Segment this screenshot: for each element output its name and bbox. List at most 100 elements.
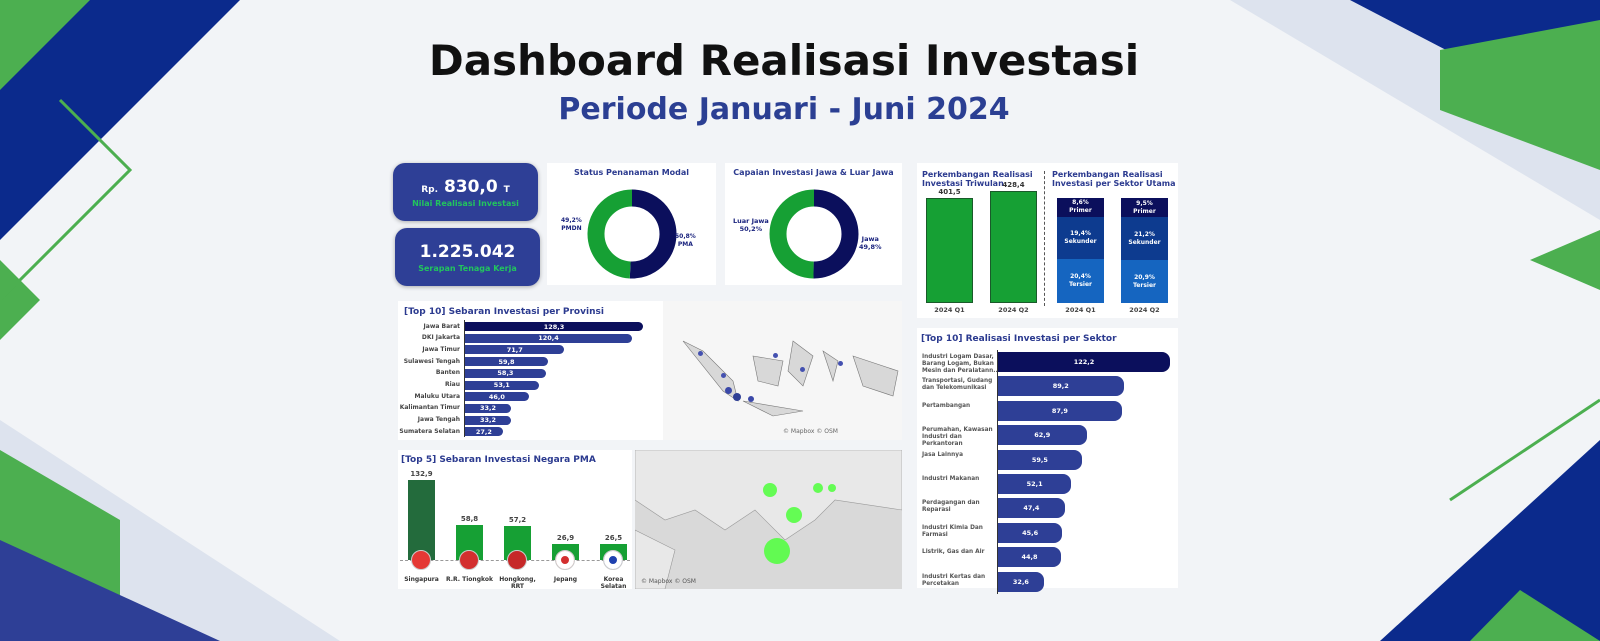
series-label: Tersier [1133, 281, 1156, 289]
sector-panel: [Top 10] Realisasi Investasi per Sektor … [917, 328, 1178, 594]
kpi-label: Serapan Tenaga Kerja [418, 264, 517, 273]
bar[interactable]: 44,8 [998, 547, 1062, 568]
bar[interactable]: 59,8 [465, 357, 548, 367]
category-label: Maluku Utara [414, 392, 461, 400]
map-point[interactable] [725, 387, 732, 394]
bar[interactable] [408, 480, 435, 560]
data-label: 52,1 [1026, 480, 1043, 488]
category-label: Industri Makanan [922, 476, 980, 482]
bar[interactable]: 71,7 [465, 345, 565, 355]
tick-label: 2024 Q2 [1129, 306, 1160, 314]
map-point[interactable] [800, 367, 805, 372]
data-label: 120,4 [538, 334, 559, 343]
bar[interactable]: 122,2 [998, 352, 1170, 372]
tick-label: 2024 Q1 [1065, 306, 1096, 314]
bar[interactable]: 59,5 [998, 449, 1082, 470]
bar[interactable]: 58,3 [465, 368, 546, 378]
flag-icon [411, 550, 431, 570]
data-label: 57,2 [508, 515, 527, 524]
category-label: Jasa Lainnya [922, 451, 963, 458]
stacked-bar-tersier[interactable]: 20,4% Tersier [1057, 258, 1104, 303]
map-point[interactable] [748, 396, 754, 402]
kpi-label: Nilai Realisasi Investasi [412, 199, 519, 208]
panel-title: Status Penanaman Modal [573, 168, 690, 177]
donut-slice-luar-jawa[interactable] [813, 189, 859, 279]
stacked-bar-sekunder[interactable]: 19,4% Sekunder [1057, 216, 1104, 259]
stacked-bar-primer[interactable]: 8,6% Primer [1057, 198, 1104, 217]
data-label: 21,2% [1134, 230, 1155, 238]
tick-label: Hongkong, RRT [499, 576, 536, 590]
donut-jawa-panel: Capaian Investasi Jawa & Luar Jawa Luar … [725, 163, 902, 285]
data-label: 8,6% [1072, 199, 1089, 207]
flag-icon [555, 550, 575, 570]
map-point[interactable] [763, 483, 777, 497]
data-label: 59,5 [1031, 455, 1048, 464]
slice-pct: 50,8% [675, 233, 696, 240]
bar[interactable]: 32,6 [998, 571, 1044, 592]
data-label: 87,9 [1051, 406, 1068, 415]
kpi-prefix: Rp. [421, 185, 439, 195]
data-label: 428,4 [1002, 181, 1025, 190]
map-point[interactable] [698, 351, 703, 356]
bar[interactable]: 33,2 [465, 415, 512, 425]
bar[interactable] [990, 191, 1037, 303]
bar[interactable]: 128,3 [465, 322, 643, 331]
data-label: 58,8 [460, 514, 479, 523]
data-label: 26,9 [556, 533, 575, 542]
stacked-bar-tersier[interactable]: 20,9% Tersier [1121, 260, 1168, 303]
world-map[interactable]: © Mapbox © OSM [635, 450, 902, 589]
map-point[interactable] [721, 373, 726, 378]
map-attribution: © Mapbox © OSM [641, 578, 696, 585]
divider [1044, 171, 1045, 306]
donut-slice-pmdn[interactable] [587, 189, 633, 279]
map-point[interactable] [813, 483, 823, 493]
slice-pct: 49,8% [859, 243, 882, 251]
bar[interactable]: 87,9 [998, 400, 1122, 421]
chart-title: [Top 5] Sebaran Investasi Negara PMA [401, 455, 596, 465]
category-label: Pertambangan [922, 402, 971, 409]
bar[interactable]: 89,2 [998, 376, 1124, 397]
slice-name: PMDN [561, 225, 582, 232]
slice-name: Jawa [861, 235, 879, 243]
stacked-bar-primer[interactable]: 9,5% Primer [1121, 198, 1168, 218]
data-label: 9,5% [1136, 199, 1153, 207]
data-label: 32,6 [1012, 577, 1029, 586]
data-label: 46,0 [488, 392, 505, 401]
bar[interactable]: 52,1 [998, 474, 1072, 494]
map-attribution: © Mapbox © OSM [783, 428, 838, 435]
stacked-bar-sekunder[interactable]: 21,2% Sekunder [1121, 217, 1168, 261]
category-label: Jawa Barat [423, 322, 460, 330]
category-label: Sulawesi Tengah [403, 357, 460, 365]
data-label: 26,5 [604, 534, 623, 543]
indonesia-map[interactable]: © Mapbox © OSM [663, 301, 902, 440]
donut-slice-jawa[interactable] [769, 189, 815, 279]
map-point[interactable] [733, 393, 741, 401]
bar[interactable]: 33,2 [465, 403, 512, 413]
map-point[interactable] [773, 353, 778, 358]
category-label: Industri Logam Dasar, Barang Logam, Buka… [922, 354, 998, 374]
map-point[interactable] [838, 361, 843, 366]
data-label: 71,7 [506, 345, 523, 354]
bar[interactable]: 53,1 [465, 380, 539, 390]
chart-title: Perkembangan Realisasi Investasi per Sek… [1052, 170, 1176, 188]
bar[interactable] [926, 198, 973, 303]
bar[interactable]: 120,4 [465, 333, 633, 343]
quarterly-panel: Perkembangan Realisasi Investasi Triwula… [917, 163, 1178, 318]
map-point[interactable] [786, 507, 802, 523]
map-point[interactable] [828, 484, 836, 492]
panel-title: Capaian Investasi Jawa & Luar Jawa [733, 168, 894, 177]
bar[interactable]: 47,4 [998, 498, 1065, 519]
data-label: 27,2 [475, 427, 492, 436]
donut-slice-pma[interactable] [629, 189, 677, 279]
map-point[interactable] [764, 538, 790, 564]
bar[interactable]: 27,2 [465, 427, 503, 437]
category-label: DKI Jakarta [421, 334, 460, 342]
bar[interactable]: 62,9 [998, 425, 1087, 446]
bar[interactable]: 46,0 [465, 392, 529, 402]
data-label: 59,8 [498, 357, 515, 366]
data-label: 58,3 [497, 369, 514, 378]
series-label: Tersier [1069, 280, 1092, 288]
category-label: Listrik, Gas dan Air [922, 549, 985, 556]
bar[interactable]: 45,6 [998, 522, 1063, 543]
